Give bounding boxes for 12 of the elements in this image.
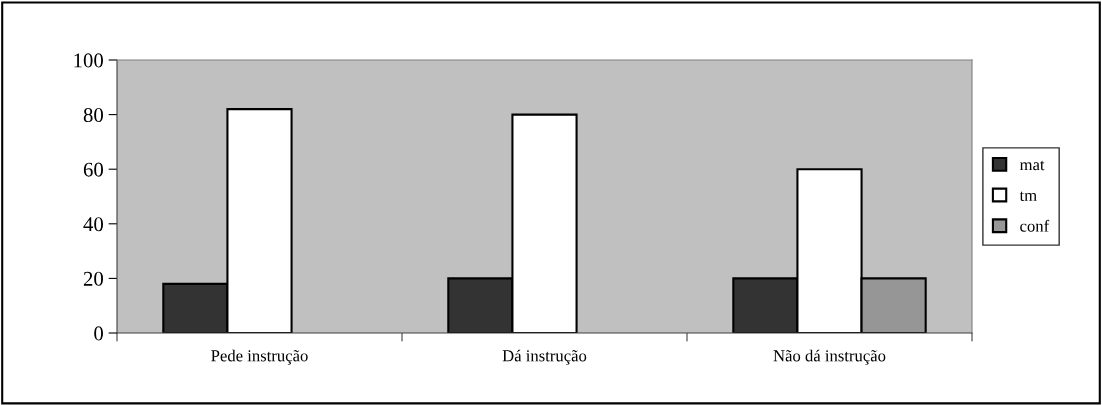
x-tick-label: Pede instrução	[211, 349, 308, 365]
legend-label: tm	[1019, 191, 1037, 201]
x-tick-label: Não dá instrução	[773, 349, 886, 365]
legend-label: conf	[1020, 219, 1050, 232]
y-tick-label: 100	[74, 53, 104, 68]
x-tick-label: Dá instrução	[502, 349, 587, 365]
legend-label: mat	[1019, 160, 1045, 171]
y-tick-label: 40	[83, 217, 104, 232]
y-tick-label: 80	[83, 107, 104, 123]
y-tick-label: 60	[83, 162, 104, 177]
y-tick-label: 0	[94, 326, 104, 341]
y-tick-label: 20	[83, 271, 104, 286]
